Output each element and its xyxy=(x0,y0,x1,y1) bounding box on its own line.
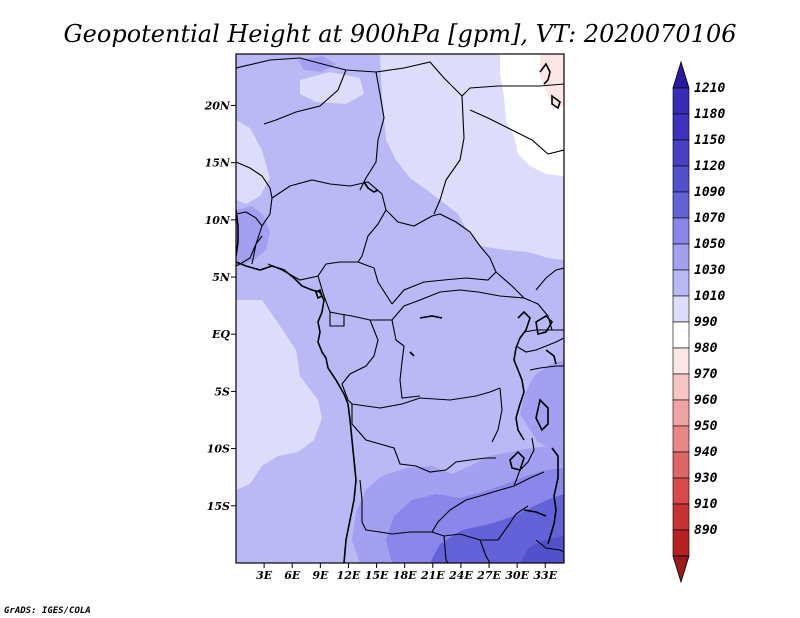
colorbar-swatch xyxy=(672,165,690,193)
colorbar-label: 910 xyxy=(694,497,718,512)
y-tick-label: 5N xyxy=(212,271,231,284)
colorbar-swatch xyxy=(672,243,690,271)
y-tick-label: EQ xyxy=(211,328,230,341)
colorbar-swatch xyxy=(672,477,690,505)
colorbar-swatch xyxy=(672,191,690,219)
x-tick-label: 33E xyxy=(533,569,557,582)
colorbar-swatch xyxy=(672,503,690,531)
y-tick-label: 20N xyxy=(204,99,231,112)
field-1010-west xyxy=(236,300,322,490)
x-axis-ticks: 3E 6E 9E 12E 15E 18E 21E 24E 27E 30E 33E xyxy=(256,563,558,582)
colorbar-label: 930 xyxy=(694,471,718,486)
x-tick-label: 24E xyxy=(448,569,473,582)
x-tick-label: 18E xyxy=(393,569,417,582)
colorbar-swatch xyxy=(672,347,690,375)
x-tick-label: 27E xyxy=(476,569,501,582)
page-title: Geopotential Height at 900hPa [gpm], VT:… xyxy=(64,20,737,48)
field-1120-corner xyxy=(520,536,564,563)
colorbar-swatch xyxy=(672,139,690,167)
y-tick-label: 10N xyxy=(205,214,231,227)
field-1010-north-patch xyxy=(300,72,364,104)
colorbar-swatch xyxy=(672,217,690,245)
x-tick-label: 12E xyxy=(337,569,361,582)
colorbar-label: 990 xyxy=(694,315,718,330)
colorbar-swatch xyxy=(672,269,690,297)
colorbar-swatch xyxy=(672,451,690,479)
colorbar-label: 960 xyxy=(694,393,718,408)
colorbar-swatch xyxy=(672,399,690,427)
y-tick-label: 5S xyxy=(214,385,230,398)
y-tick-label: 10S xyxy=(207,443,230,456)
colorbar-label: 1050 xyxy=(694,237,725,252)
colorbar-label: 1120 xyxy=(694,159,725,174)
x-tick-label: 15E xyxy=(365,569,389,582)
coastlines xyxy=(236,62,561,563)
colorbar-label: 950 xyxy=(694,419,718,434)
colorbar-top-triangle xyxy=(672,60,690,89)
y-tick-label: 15S xyxy=(207,500,230,513)
colorbar-bottom-triangle xyxy=(672,555,690,584)
colorbar-label: 970 xyxy=(694,367,718,382)
colorbar-swatch xyxy=(672,87,690,115)
colorbar-label: 1150 xyxy=(694,133,725,148)
field-1050-mid xyxy=(236,206,270,266)
colorbar-label: 1010 xyxy=(694,289,725,304)
y-tick-label: 15N xyxy=(205,157,231,170)
colorbar-swatch xyxy=(672,321,690,349)
field-980-corner xyxy=(540,54,564,108)
colorbar: 1210 1180 1150 1120 1090 1070 1050 1030 1010 990 9… xyxy=(672,60,725,584)
colorbar-swatch xyxy=(672,113,690,141)
colorbar-swatch xyxy=(672,529,690,557)
colorbar-swatch xyxy=(672,373,690,401)
colorbar-swatch xyxy=(672,425,690,453)
x-tick-label: 30E xyxy=(505,569,529,582)
colorbar-label: 1180 xyxy=(694,107,725,122)
x-tick-label: 3E xyxy=(256,569,273,582)
map-panel xyxy=(236,54,564,563)
colorbar-swatch xyxy=(672,295,690,323)
x-tick-label: 6E xyxy=(284,569,301,582)
credit-label: GrADS: IGES/COLA xyxy=(4,606,91,616)
field-1050-east xyxy=(520,360,564,448)
x-tick-label: 21E xyxy=(420,569,445,582)
colorbar-label: 1090 xyxy=(694,185,725,200)
country-borders xyxy=(236,57,564,563)
colorbar-label: 890 xyxy=(694,523,718,538)
field-1010-northwest xyxy=(236,120,270,204)
map-frame xyxy=(235,53,565,564)
colorbar-label: 980 xyxy=(694,341,718,356)
colorbar-label: 1210 xyxy=(694,81,725,96)
y-axis-ticks: 20N 15N 10N 5N EQ 5S 10S 15S xyxy=(204,99,236,513)
colorbar-label: 940 xyxy=(694,445,718,460)
colorbar-label: 1070 xyxy=(694,211,725,226)
x-tick-label: 9E xyxy=(312,569,329,582)
colorbar-label: 1030 xyxy=(694,263,725,278)
